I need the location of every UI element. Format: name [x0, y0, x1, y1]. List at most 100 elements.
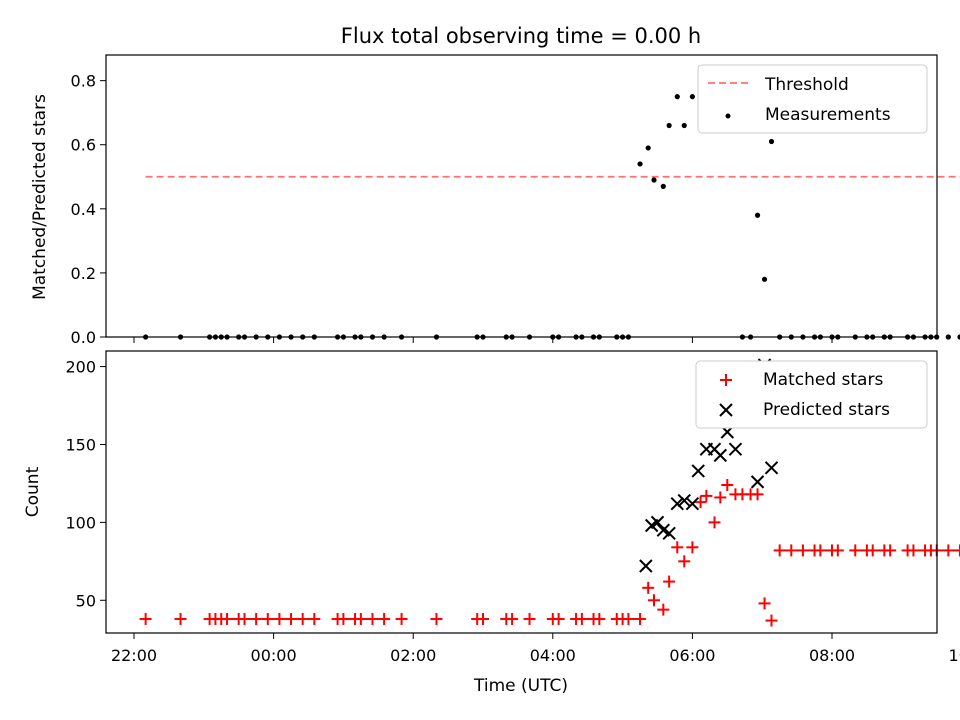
matched-stars-point	[773, 544, 786, 557]
bottom-ytick-label: 150	[65, 435, 96, 454]
bottom-x-axis-label: Time (UTC)	[473, 676, 568, 696]
bottom-xtick-label: 22:00	[111, 646, 157, 665]
bottom-xtick-label: 02:00	[390, 646, 436, 665]
measurement-point	[660, 183, 666, 189]
legend-measurements-label: Measurements	[765, 105, 891, 125]
matched-stars-point	[552, 612, 565, 625]
matched-stars-point	[849, 544, 862, 557]
matched-stars-point	[866, 544, 879, 557]
matched-stars-point	[686, 541, 699, 554]
top-plot: Matched/Predicted stars 0.00.20.40.60.8 …	[30, 54, 960, 347]
bottom-x-ticks: 22:00 00:00 02:00 04:00 06:00 08:00 10:00	[111, 633, 960, 665]
measurement-point	[754, 212, 761, 218]
matched-stars-point	[657, 603, 670, 616]
matched-stars-point	[366, 612, 379, 625]
matched-stars-point	[671, 541, 684, 554]
legend-matched-label: Matched stars	[763, 370, 883, 390]
matched-stars-point	[765, 614, 778, 627]
measurement-point	[945, 334, 951, 340]
matched-stars-point	[575, 612, 588, 625]
matched-stars-point	[273, 612, 286, 625]
bottom-ytick-label: 200	[65, 358, 96, 377]
bottom-plot-marks	[139, 358, 960, 627]
matched-stars-point	[308, 612, 321, 625]
top-ytick-label: 0.8	[71, 72, 96, 91]
matched-stars-point	[593, 612, 606, 625]
matched-stars-point	[796, 544, 809, 557]
bottom-xtick-label: 08:00	[809, 646, 855, 665]
predicted-stars-point	[650, 515, 665, 530]
bottom-ytick-label: 100	[65, 513, 96, 532]
measurement-point	[689, 94, 696, 100]
top-x-ticks	[133, 337, 833, 343]
top-legend: Threshold Measurements	[697, 64, 928, 134]
measurement-point	[666, 122, 672, 129]
matched-stars-point	[622, 612, 635, 625]
bottom-xtick-label: 04:00	[530, 646, 576, 665]
matched-stars-point	[430, 612, 443, 625]
matched-stars-point	[785, 544, 798, 557]
legend-matched-swatch	[720, 374, 732, 386]
matched-stars-point	[395, 612, 408, 625]
matched-stars-point	[221, 612, 234, 625]
predicted-stars-point	[662, 526, 676, 540]
matched-stars-point	[285, 612, 298, 625]
measurement-point	[645, 145, 651, 151]
matched-stars-point	[708, 516, 721, 529]
chart-title: Flux total observing time = 0.00 h	[341, 24, 701, 48]
bottom-legend-box	[695, 360, 928, 429]
top-y-ticks: 0.0 0.2 0.4 0.6 0.8	[71, 72, 106, 347]
predicted-stars-point	[764, 461, 779, 475]
matched-stars-point	[700, 489, 713, 502]
legend-predicted-label: Predicted stars	[763, 400, 890, 420]
bottom-xtick-label: 06:00	[669, 646, 715, 665]
bottom-legend: Matched stars Predicted stars	[695, 360, 928, 429]
matched-stars-point	[714, 491, 727, 504]
matched-stars-point	[648, 594, 661, 607]
bottom-ytick-label: 50	[76, 591, 96, 610]
top-ytick-label: 0.0	[71, 328, 96, 347]
top-ytick-label: 0.6	[71, 136, 96, 155]
measurement-point	[768, 138, 775, 145]
measurement-point	[761, 276, 768, 282]
top-legend-box	[697, 64, 928, 134]
matched-stars-point	[721, 478, 734, 491]
matched-stars-point	[831, 544, 844, 557]
matched-stars-point	[942, 544, 955, 557]
top-ytick-label: 0.2	[71, 264, 96, 283]
matched-stars-point	[634, 612, 647, 625]
bottom-plot: Count Time (UTC) 50 100 150 200 22:00 00:00 0…	[23, 350, 960, 696]
predicted-stars-point	[677, 493, 691, 508]
measurement-point	[957, 334, 960, 340]
matched-stars-point	[261, 612, 274, 625]
matched-stars-point	[814, 544, 827, 557]
legend-threshold-label: Threshold	[764, 75, 849, 95]
predicted-stars-point	[728, 442, 743, 456]
matched-stars-point	[250, 612, 263, 625]
matched-stars-point	[354, 612, 367, 625]
bottom-xtick-label: 00:00	[251, 646, 297, 665]
top-ytick-label: 0.4	[71, 200, 96, 219]
matched-stars-point	[477, 612, 489, 625]
measurement-point	[651, 177, 657, 183]
bottom-xtick-label: 10:00	[949, 646, 960, 665]
matched-stars-point	[174, 612, 187, 625]
measurement-point	[674, 94, 680, 100]
matched-stars-point	[694, 496, 707, 509]
bottom-y-axis-label: Count	[23, 466, 43, 517]
measurement-point	[637, 161, 643, 167]
matched-stars-point	[337, 612, 350, 625]
top-y-axis-label: Matched/Predicted stars	[30, 94, 50, 300]
legend-measurements-swatch	[725, 113, 731, 119]
matched-stars-point	[523, 612, 536, 625]
matched-stars-point	[758, 597, 771, 610]
matched-stars-point	[642, 581, 655, 594]
predicted-stars-point	[691, 464, 705, 478]
predicted-stars-point	[713, 448, 728, 463]
matched-stars-point	[751, 488, 764, 501]
matched-stars-point	[663, 575, 676, 588]
matched-stars-point	[678, 555, 691, 568]
bottom-plot-frame	[105, 350, 938, 634]
matched-stars-point	[907, 544, 920, 557]
